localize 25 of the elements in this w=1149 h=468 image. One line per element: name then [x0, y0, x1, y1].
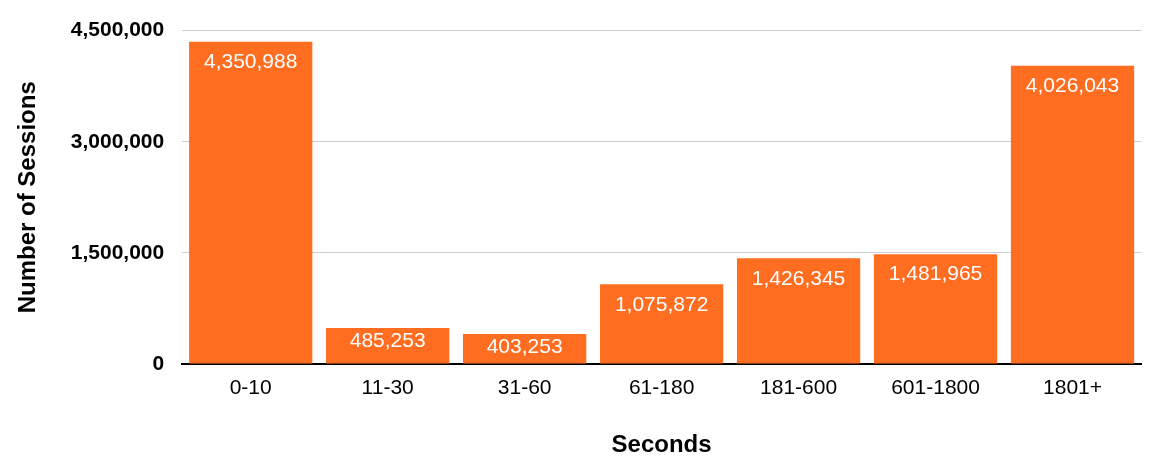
y-axis-title: Number of Sessions [13, 81, 41, 314]
x-axis-title: Seconds [611, 430, 712, 458]
data-label: 1,075,872 [614, 291, 709, 315]
y-tick-label: 4,500,000 [70, 17, 165, 41]
bar [736, 258, 861, 364]
bar [1010, 65, 1135, 364]
x-tick-label: 601-1800 [891, 375, 980, 399]
data-label: 4,026,043 [1025, 73, 1120, 97]
y-tick-label: 1,500,000 [70, 239, 165, 263]
x-tick-label: 61-180 [628, 375, 695, 399]
y-tick-label: 3,000,000 [70, 128, 165, 152]
x-tick-label: 1801+ [1043, 375, 1103, 399]
data-label: 1,426,345 [751, 265, 846, 289]
bar [873, 254, 998, 364]
x-tick-label: 181-600 [760, 375, 838, 399]
y-tick-label: 0 [152, 350, 165, 374]
bar [599, 284, 724, 364]
data-label: 403,253 [486, 334, 563, 358]
x-tick-label: 31-60 [497, 375, 552, 399]
data-label: 485,253 [349, 328, 426, 352]
data-label: 4,350,988 [203, 48, 298, 72]
bar [189, 41, 313, 364]
x-tick-label: 11-30 [361, 375, 414, 399]
x-tick-label: 0-10 [229, 375, 272, 399]
data-label: 1,481,965 [888, 261, 983, 285]
